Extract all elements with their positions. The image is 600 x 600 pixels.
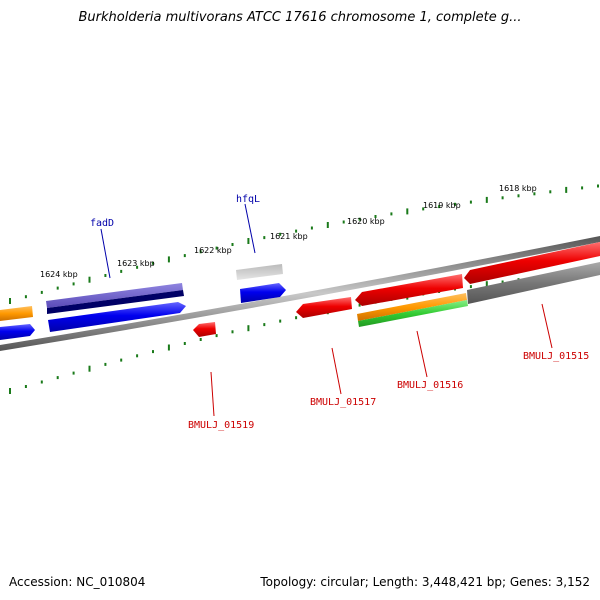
minor-tick [24, 295, 27, 299]
minor-tick [533, 192, 536, 196]
minor-tick [422, 207, 425, 211]
gene-hfqL-gray[interactable] [236, 264, 283, 280]
minor-tick [295, 316, 298, 320]
minor-tick [469, 200, 472, 204]
label-leaders [100, 203, 553, 417]
minor-tick [152, 261, 154, 265]
major-tick [167, 344, 170, 351]
minor-tick [40, 380, 43, 384]
scale-label-1624: 1624 kbp [40, 270, 78, 279]
minor-tick [358, 303, 361, 307]
major-tick [247, 325, 250, 332]
gene-bmulj-01517[interactable] [296, 297, 352, 318]
minor-tick [40, 290, 43, 294]
minor-tick [279, 232, 282, 236]
minor-tick [136, 265, 139, 269]
minor-tick [215, 334, 218, 338]
gene-hfqL[interactable] [240, 283, 286, 303]
minor-tick [374, 215, 377, 218]
chromosome-backbone [0, 236, 600, 351]
minor-tick [136, 354, 139, 358]
gene-label-bmulj-01519[interactable]: BMULJ_01519 [188, 420, 254, 431]
gene-fadD-navy[interactable] [47, 290, 184, 314]
minor-tick [358, 217, 361, 221]
minor-tick [199, 250, 202, 254]
gene-blue-left[interactable] [0, 324, 35, 340]
scale-label-1619: 1619 kbp [423, 201, 461, 210]
minor-tick [263, 236, 266, 240]
minor-tick [152, 350, 154, 354]
minor-tick [215, 246, 218, 250]
minor-tick [549, 190, 552, 194]
minor-tick [469, 285, 472, 289]
gene-bmulj-01515[interactable] [464, 242, 600, 284]
minor-tick [501, 280, 504, 284]
minor-tick [390, 212, 393, 216]
major-tick [167, 256, 170, 263]
scale-labels: 1618 kbp 1619 kbp 1620 kbp 1621 kbp 1622… [40, 184, 537, 279]
minor-tick [56, 286, 59, 290]
gene-fadD-purple[interactable] [46, 283, 183, 308]
gene-label-bmulj-01517[interactable]: BMULJ_01517 [310, 397, 376, 408]
minor-tick [597, 184, 599, 188]
minor-tick [263, 323, 266, 327]
scale-label-1622: 1622 kbp [194, 246, 232, 255]
gene-labels: fadD hfqL BMULJ_01519 BMULJ_01517 BMULJ_… [90, 194, 589, 431]
map-title: Burkholderia multivorans ATCC 17616 chro… [78, 10, 522, 25]
minor-tick [517, 194, 520, 198]
minor-tick [104, 362, 107, 366]
gene-label-fadD[interactable]: fadD [90, 218, 114, 229]
minor-tick [183, 254, 186, 258]
minor-tick [501, 196, 504, 200]
gene-gray-right[interactable] [467, 262, 600, 304]
gene-green-right[interactable] [358, 300, 468, 327]
minor-tick [310, 226, 313, 230]
gene-orange-right[interactable] [357, 293, 467, 321]
forward-features [0, 242, 600, 340]
minor-tick [56, 376, 59, 380]
major-tick [88, 276, 91, 283]
minor-tick [24, 385, 27, 388]
gene-label-bmulj-01516[interactable]: BMULJ_01516 [397, 380, 463, 391]
gene-fadD[interactable] [48, 302, 186, 332]
major-tick [485, 196, 488, 203]
gene-orange-left[interactable] [0, 306, 33, 321]
major-tick [326, 222, 329, 228]
accession-text: Accession: NC_010804 [9, 575, 146, 589]
gene-label-hfqL[interactable]: hfqL [236, 194, 260, 205]
major-tick [406, 208, 409, 215]
gene-bmulj-01516[interactable] [355, 274, 463, 306]
minor-tick [120, 358, 123, 362]
minor-tick [72, 282, 75, 286]
scale-ticks-outer [9, 184, 599, 304]
minor-tick [295, 229, 298, 233]
minor-tick [231, 330, 234, 334]
minor-tick [72, 371, 75, 375]
minor-tick [279, 319, 282, 323]
minor-tick [120, 269, 123, 273]
major-tick [9, 298, 11, 304]
gene-label-bmulj-01515[interactable]: BMULJ_01515 [523, 351, 589, 362]
minor-tick [454, 202, 456, 206]
minor-tick [183, 342, 186, 345]
major-tick [485, 281, 488, 288]
scale-label-1621: 1621 kbp [270, 232, 308, 241]
minor-tick [104, 274, 107, 277]
minor-tick [581, 186, 584, 190]
scale-label-1618: 1618 kbp [499, 184, 537, 193]
scale-label-1620: 1620 kbp [347, 217, 385, 226]
minor-tick [231, 243, 234, 246]
major-tick [88, 365, 91, 372]
minor-tick [199, 338, 202, 341]
minor-tick [342, 220, 345, 224]
minor-tick [438, 205, 441, 209]
gene-bmulj-01519[interactable] [193, 322, 216, 337]
major-tick [247, 238, 250, 244]
major-tick [565, 186, 568, 193]
scale-label-1623: 1623 kbp [117, 259, 155, 268]
major-tick [9, 388, 11, 394]
topology-text: Topology: circular; Length: 3,448,421 bp… [260, 575, 590, 589]
